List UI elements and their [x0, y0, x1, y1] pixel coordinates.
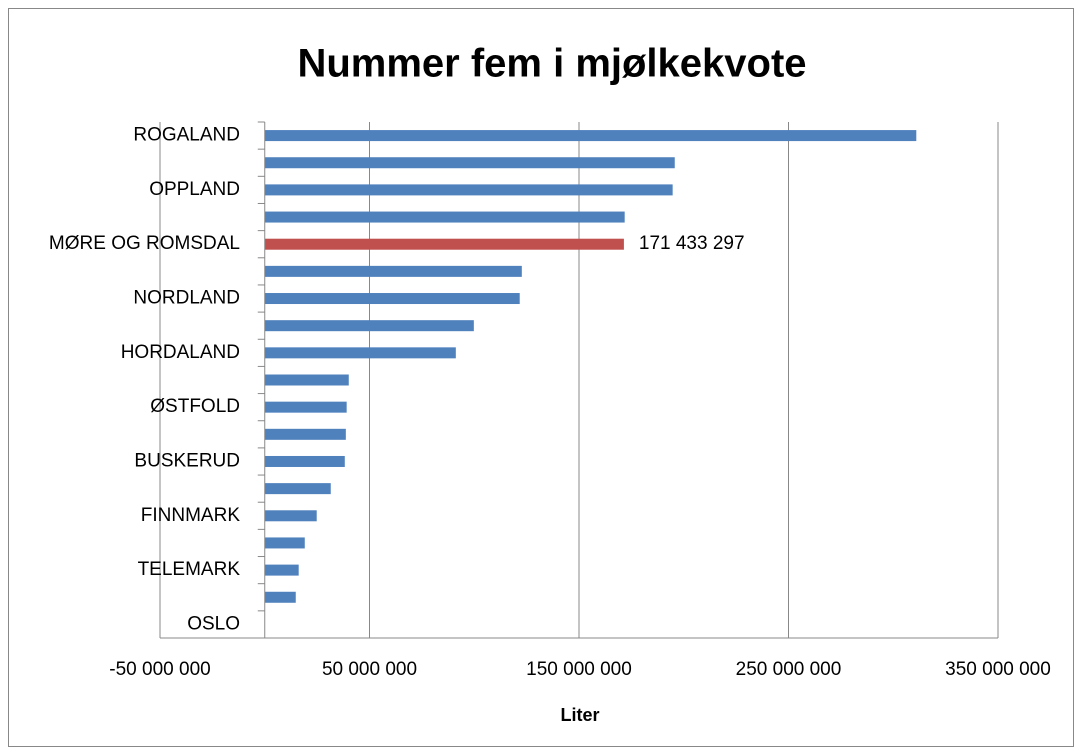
bar [264, 455, 345, 467]
bar [264, 374, 349, 386]
bar [264, 537, 305, 549]
bar [264, 184, 673, 196]
bar [264, 483, 331, 495]
bar [264, 238, 624, 250]
bar [264, 428, 346, 440]
bar [264, 293, 520, 305]
bar [264, 591, 296, 603]
bar [264, 401, 347, 413]
y-tick-label: HORDALAND [121, 342, 240, 363]
x-tick-label: -50 000 000 [109, 659, 210, 680]
bar [264, 347, 456, 359]
bar [264, 320, 474, 332]
bar [264, 211, 625, 223]
y-tick-label: FINNMARK [141, 505, 241, 526]
bar [264, 265, 522, 277]
x-axis-label: Liter [560, 705, 599, 725]
x-tick-label: 150 000 000 [526, 659, 632, 680]
y-tick-label: OSLO [187, 613, 240, 634]
x-tick-label: 250 000 000 [736, 659, 842, 680]
y-tick-label: BUSKERUD [134, 450, 240, 471]
y-tick-label: MØRE OG ROMSDAL [49, 233, 240, 254]
x-tick-label: 350 000 000 [945, 659, 1051, 680]
chart-title: Nummer fem i mjølkekvote [297, 42, 806, 86]
bar [264, 564, 299, 576]
y-tick-label: ROGALAND [133, 125, 240, 146]
bar [264, 130, 917, 142]
y-tick-label: ØSTFOLD [150, 396, 240, 417]
bar [264, 510, 317, 522]
y-tick-label: NORDLAND [133, 288, 240, 309]
y-tick-label: TELEMARK [138, 559, 241, 580]
y-tick-label: OPPLAND [149, 179, 240, 200]
x-tick-label: 50 000 000 [322, 659, 417, 680]
data-label: 171 433 297 [639, 233, 745, 254]
chart-frame [8, 8, 1074, 747]
bar [264, 157, 675, 169]
